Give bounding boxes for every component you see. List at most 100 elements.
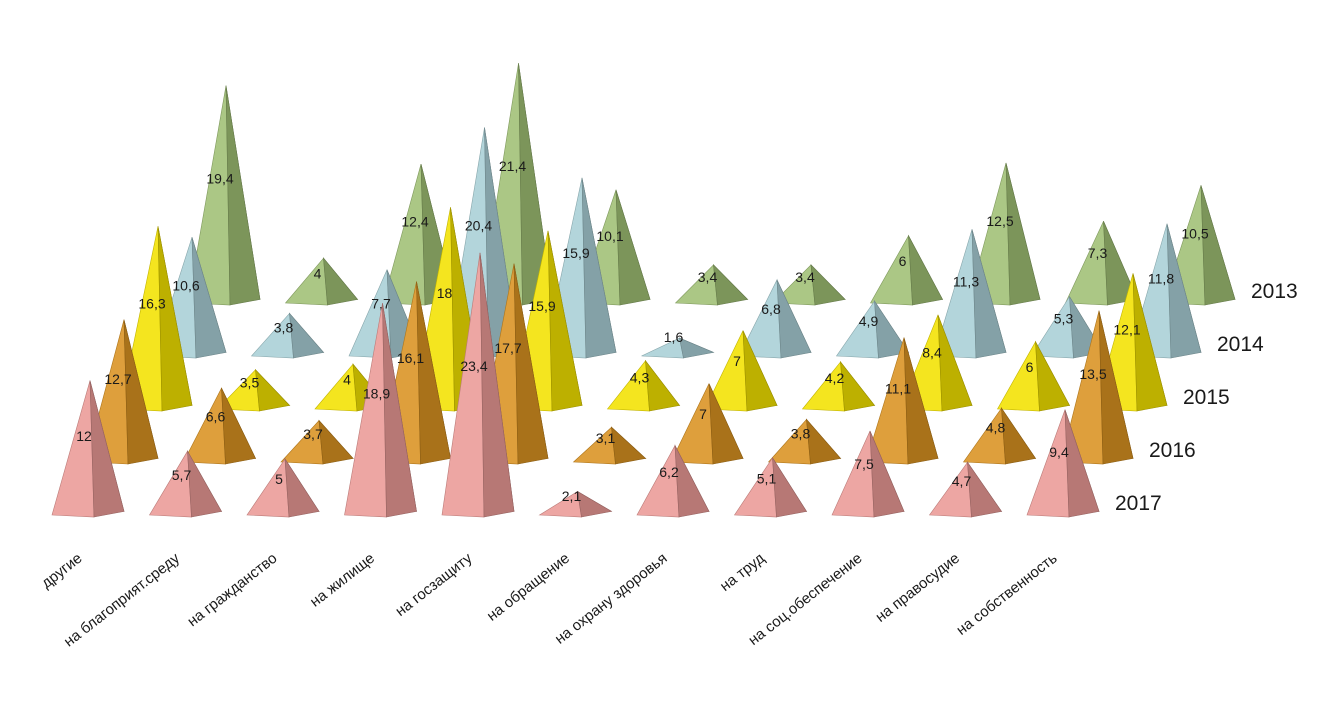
pyramid-face-front <box>869 234 913 306</box>
pyramid-face-right <box>776 279 812 359</box>
value-label: 6,8 <box>761 301 781 317</box>
pyramid-face-front <box>962 407 1006 465</box>
pyramid-2015-9 <box>996 340 1071 412</box>
category-label: на обращение <box>484 550 573 625</box>
value-label: 4 <box>343 371 351 387</box>
value-label: 4 <box>314 265 322 281</box>
pyramid-face-front <box>733 456 777 518</box>
value-label: 18,9 <box>363 386 390 402</box>
pyramid-2014-10 <box>1128 223 1202 359</box>
pyramid-2014-1 <box>250 312 325 359</box>
pyramid-2016-10 <box>1060 310 1134 465</box>
pyramid-2014-8 <box>933 229 1007 359</box>
pyramid-face-right <box>221 387 256 465</box>
category-label: на гражданство <box>184 550 280 630</box>
pyramid-2016-9 <box>962 407 1037 465</box>
value-label: 10,1 <box>596 228 623 244</box>
value-label: 10,6 <box>172 278 199 294</box>
pyramid-2016-8 <box>865 337 939 465</box>
value-label: 11,3 <box>953 273 979 289</box>
pyramid-face-right <box>1098 310 1134 465</box>
value-label: 20,4 <box>465 217 492 233</box>
series-label-2015: 2015 <box>1183 386 1230 409</box>
pyramid-face-right <box>806 418 842 465</box>
value-label: 16,1 <box>397 350 424 366</box>
pyramid-2013-0 <box>187 85 261 306</box>
pyramid-2015-4 <box>509 230 583 412</box>
value-label: 4,2 <box>825 370 845 386</box>
pyramid-face-right <box>869 430 905 518</box>
pyramid-face-right <box>581 177 617 359</box>
pyramid-face-right <box>513 263 549 465</box>
pyramid-face-front <box>148 450 192 518</box>
pyramid-face-right <box>382 303 417 518</box>
pyramid-face-right <box>615 189 651 306</box>
value-label: 3,1 <box>596 430 616 446</box>
value-label: 5 <box>275 471 283 487</box>
pyramid-face-right <box>1064 409 1100 518</box>
value-label: 3,8 <box>791 426 811 442</box>
value-label: 7,5 <box>854 456 874 472</box>
pyramid-face-right <box>903 337 939 465</box>
value-label: 7,7 <box>371 296 391 312</box>
pyramid-face-right <box>187 451 222 518</box>
value-label: 6 <box>899 253 907 269</box>
value-label: 1,6 <box>664 329 684 345</box>
pyramid-face-right <box>611 426 647 465</box>
pyramid-2014-5 <box>641 337 715 359</box>
value-label: 7 <box>733 353 741 369</box>
pyramid-2014-7 <box>835 300 910 359</box>
value-label: 12,1 <box>1113 321 1140 337</box>
pyramid-face-right <box>874 300 910 359</box>
pyramid-face-right <box>123 319 159 465</box>
pyramid-face-right <box>318 419 354 465</box>
pyramid-2017-2 <box>246 457 320 518</box>
value-label: 4,9 <box>859 313 879 329</box>
pyramid-face-right <box>967 461 1003 518</box>
value-label: 18 <box>437 285 453 301</box>
value-label: 16,3 <box>138 296 165 312</box>
value-label: 12,4 <box>401 214 428 230</box>
value-label: 11,1 <box>885 381 911 397</box>
pyramid-2015-8 <box>899 314 973 412</box>
pyramid-2013-5 <box>674 264 749 306</box>
category-label: на жилище <box>307 550 378 611</box>
pyramid-2017-9 <box>928 461 1003 518</box>
value-label: 2,1 <box>562 488 582 504</box>
pyramid-2015-1 <box>216 368 291 412</box>
pyramid-face-right <box>225 85 261 306</box>
series-labels: 2013 2014 2015 2016 2017 <box>1115 280 1298 515</box>
value-label: 15,9 <box>562 245 589 261</box>
value-label: 3,8 <box>274 320 294 336</box>
pyramid-2013-9 <box>1065 221 1139 306</box>
value-label: 10,5 <box>1181 225 1208 241</box>
pyramid-face-right <box>157 226 193 412</box>
value-label: 4,7 <box>952 473 972 489</box>
pyramid-face-right <box>1103 221 1138 306</box>
value-label: 3,5 <box>240 374 260 390</box>
value-label: 8,4 <box>922 344 942 360</box>
pyramid-2013-7 <box>869 234 944 306</box>
value-label: 19,4 <box>206 170 233 186</box>
value-label: 6 <box>1026 359 1034 375</box>
pyramid-2016-5 <box>572 426 647 465</box>
pyramid-2016-1 <box>183 386 257 465</box>
pyramid-2017-1 <box>148 450 223 518</box>
value-label: 5,3 <box>1054 310 1074 326</box>
value-label: 15,9 <box>528 298 555 314</box>
pyramid-2013-1 <box>284 257 359 306</box>
series-row-2013: 19,4 4 12,4 21,4 10,1 3,4 3,4 6 12,5 7,3 10,5 <box>187 63 1236 306</box>
category-label: на собственность <box>953 550 1060 639</box>
pyramid-face-right <box>323 257 359 306</box>
value-label: 12,7 <box>104 371 131 387</box>
pyramid-2017-3 <box>344 303 417 518</box>
value-label: 5,1 <box>757 471 777 487</box>
category-label: на госзащиту <box>392 549 476 620</box>
pyramid-face-right <box>1035 341 1070 412</box>
pyramid-face-front <box>51 380 95 518</box>
value-label: 12 <box>76 428 92 444</box>
pyramid-2016-7 <box>767 418 842 465</box>
value-label: 4,3 <box>630 370 650 386</box>
pyramid-face-right <box>416 281 451 465</box>
